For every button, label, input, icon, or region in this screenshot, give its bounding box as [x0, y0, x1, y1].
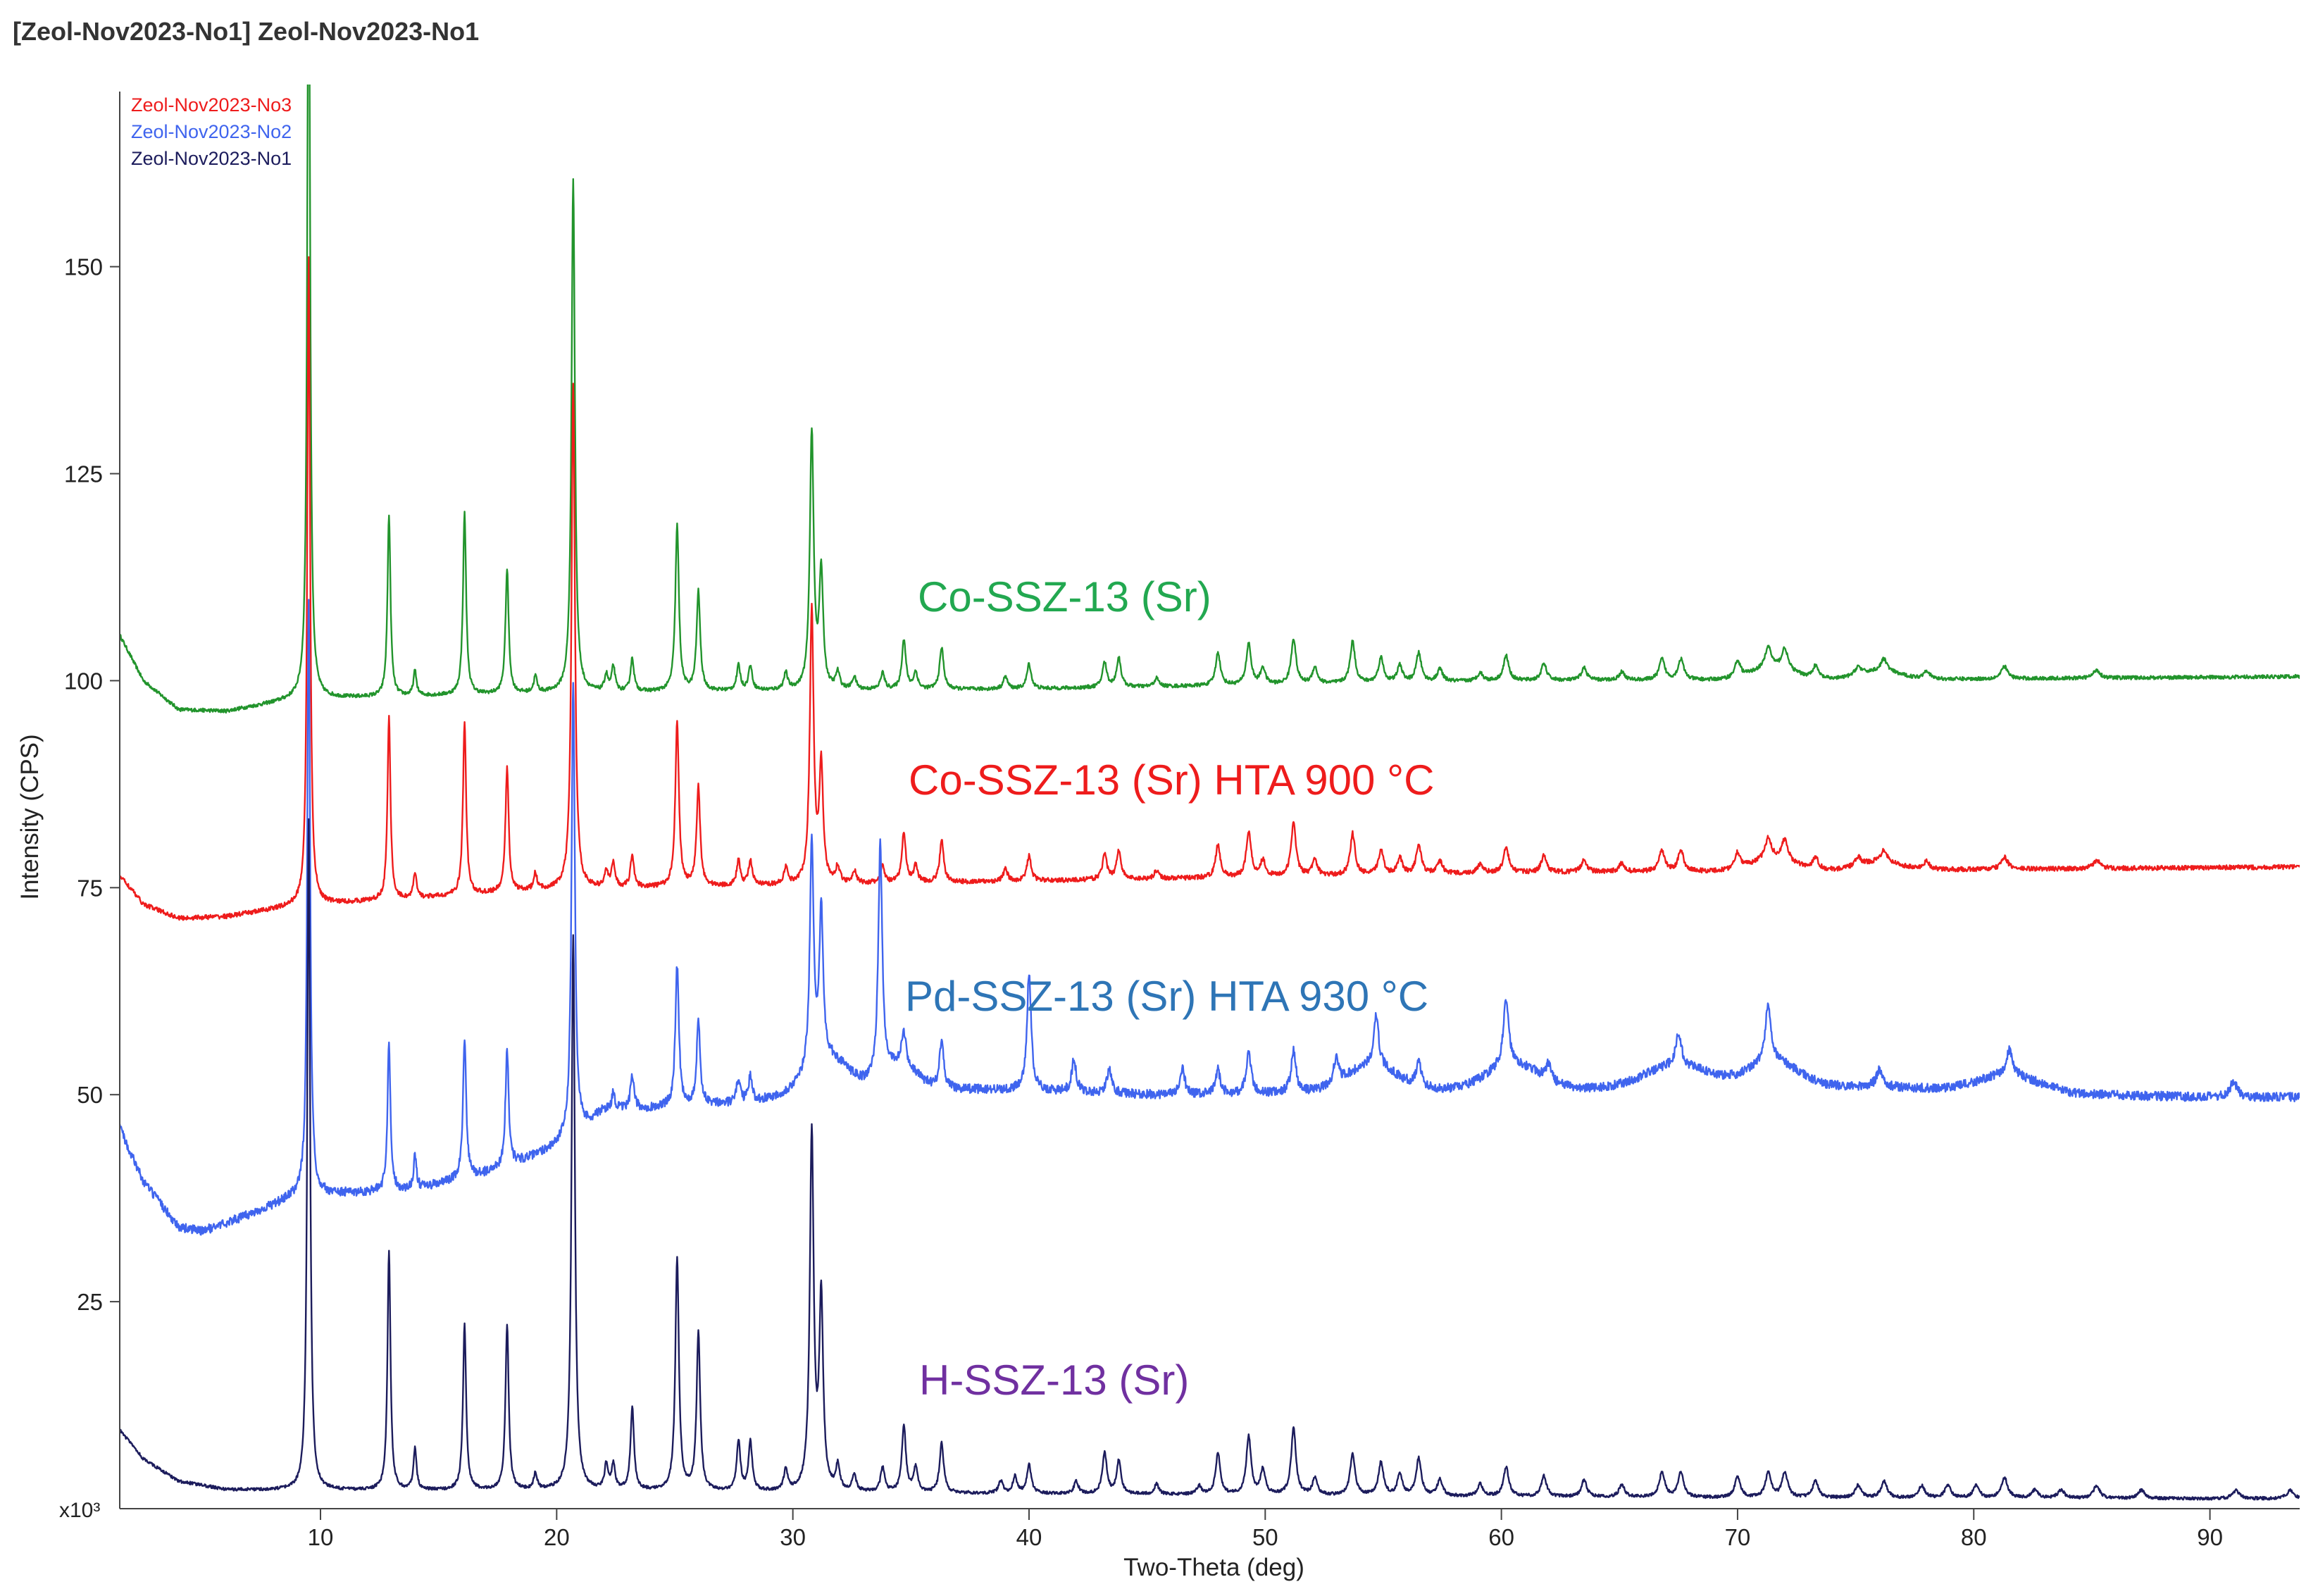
x-tick-label: 10: [308, 1524, 334, 1550]
legend-entry: Zeol-Nov2023-No1: [131, 148, 292, 169]
series-annotation: H-SSZ-13 (Sr): [919, 1357, 1189, 1404]
plot-area: [120, 85, 2300, 1501]
axes: 10 20 30 40 50 60 70 80 90 25 50 75 100 125 150 x10³ Two…: [16, 92, 2300, 1581]
x-tick-label: 20: [544, 1524, 570, 1550]
y-tick-label: 125: [64, 461, 103, 487]
x-axis-title: Two-Theta (deg): [1123, 1554, 1304, 1581]
x-tick-label: 50: [1252, 1524, 1278, 1550]
x-tick-label: 30: [780, 1524, 806, 1550]
x-tick-label: 60: [1488, 1524, 1514, 1550]
x-tick-label: 70: [1725, 1524, 1751, 1550]
y-axis-title: Intensity (CPS): [16, 734, 44, 899]
y-multiplier-label: x10³: [59, 1499, 100, 1522]
series-annotation: Co-SSZ-13 (Sr): [918, 573, 1211, 621]
x-tick-label: 40: [1016, 1524, 1042, 1550]
page-title: [Zeol-Nov2023-No1] Zeol-Nov2023-No1: [13, 17, 480, 46]
x-tick-label: 80: [1961, 1524, 1987, 1550]
labels: Zeol-Nov2023-No3 Zeol-Nov2023-No2 Zeol-Nov…: [131, 94, 1434, 1404]
y-tick-label: 150: [64, 254, 103, 280]
series-annotation: Pd-SSZ-13 (Sr) HTA 930 °C: [905, 973, 1428, 1020]
series-line-0: [120, 818, 2300, 1501]
y-tick-label: 25: [77, 1289, 103, 1315]
x-tick-label: 90: [2197, 1524, 2223, 1550]
series-line-3: [120, 85, 2300, 714]
series-line-1: [120, 599, 2300, 1236]
legend-entry: Zeol-Nov2023-No2: [131, 121, 292, 142]
series-annotation: Co-SSZ-13 (Sr) HTA 900 °C: [909, 756, 1434, 804]
series-line-2: [120, 256, 2300, 921]
y-tick-label: 75: [77, 875, 103, 901]
legend-entry: Zeol-Nov2023-No3: [131, 94, 292, 116]
y-tick-label: 100: [64, 668, 103, 694]
y-tick-label: 50: [77, 1082, 103, 1108]
